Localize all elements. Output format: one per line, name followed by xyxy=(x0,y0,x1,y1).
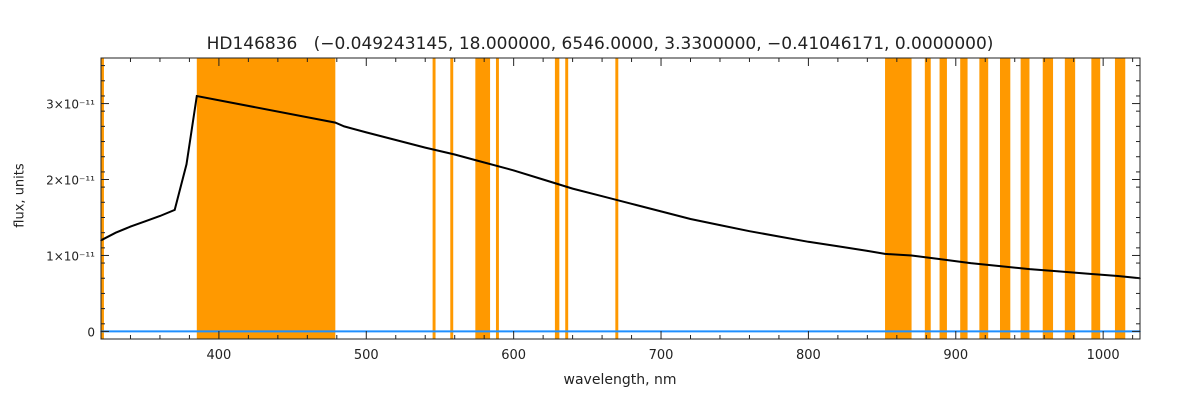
masked-regions xyxy=(101,58,1126,339)
masked-region-1 xyxy=(196,58,336,339)
data-point xyxy=(1058,270,1060,273)
series-layer xyxy=(100,94,1141,333)
masked-region-14 xyxy=(999,58,1011,339)
masked-region-12 xyxy=(960,58,968,339)
data-point xyxy=(424,146,427,149)
masked-region-10 xyxy=(924,58,931,339)
x-ticks: 400 500 600 700 800 900 1000 xyxy=(100,58,1134,363)
data-point xyxy=(689,218,692,220)
data-point xyxy=(884,253,886,255)
data-point xyxy=(144,220,146,223)
x-tick-label: 400 xyxy=(206,348,231,363)
masked-region-0 xyxy=(101,58,104,339)
masked-region-16 xyxy=(1042,58,1054,339)
masked-region-2 xyxy=(432,58,436,339)
data-point xyxy=(453,153,456,156)
data-point xyxy=(114,231,117,234)
data-point xyxy=(601,195,603,197)
masked-region-6 xyxy=(554,58,560,339)
data-point xyxy=(969,262,972,264)
masked-region-7 xyxy=(565,58,569,339)
x-tick-label: 600 xyxy=(501,348,526,363)
y-tick-label: 0 xyxy=(87,325,95,339)
data-point xyxy=(571,187,574,190)
data-point xyxy=(748,230,751,232)
data-point xyxy=(940,258,942,261)
data-point xyxy=(999,265,1001,267)
data-point xyxy=(542,178,544,181)
y-ticks: 0 1×10⁻¹¹ 2×10⁻¹¹ 3×10⁻¹¹ xyxy=(46,65,1140,340)
masked-region-4 xyxy=(475,58,491,339)
data-point xyxy=(778,235,780,238)
masked-region-3 xyxy=(450,58,454,339)
data-point xyxy=(476,159,478,162)
x-tick-label: 900 xyxy=(943,348,968,363)
data-point xyxy=(334,121,337,124)
data-point xyxy=(910,254,913,257)
x-tick-label: 800 xyxy=(796,348,821,363)
data-point xyxy=(660,210,662,213)
data-point xyxy=(159,215,161,217)
series-line-0 xyxy=(100,94,1141,280)
masked-region-15 xyxy=(1020,58,1030,339)
data-point xyxy=(1087,272,1090,275)
masked-region-18 xyxy=(1091,58,1101,339)
data-point xyxy=(630,203,633,205)
x-axis-label: wavelength, nm xyxy=(563,372,677,388)
data-point xyxy=(173,209,176,211)
data-point xyxy=(1028,268,1031,270)
y-tick-label: 2×10⁻¹¹ xyxy=(46,174,95,188)
data-point xyxy=(343,125,346,128)
data-point xyxy=(129,225,132,228)
masked-region-11 xyxy=(939,58,947,339)
masked-region-13 xyxy=(979,58,989,339)
masked-region-17 xyxy=(1064,58,1076,339)
data-point xyxy=(512,169,515,172)
data-point xyxy=(365,131,368,134)
x-tick-label: 1000 xyxy=(1087,348,1120,363)
data-point xyxy=(837,245,839,248)
data-point xyxy=(866,250,869,252)
y-tick-label: 3×10⁻¹¹ xyxy=(46,98,95,112)
data-point xyxy=(185,163,188,166)
masked-region-9 xyxy=(885,58,912,339)
data-point xyxy=(395,139,397,141)
x-tick-label: 500 xyxy=(354,348,379,363)
data-point xyxy=(807,241,810,243)
y-tick-label: 1×10⁻¹¹ xyxy=(46,249,95,263)
masked-region-8 xyxy=(615,58,619,339)
data-point xyxy=(196,95,198,97)
data-point xyxy=(1117,275,1119,277)
masked-region-19 xyxy=(1114,58,1126,339)
data-point xyxy=(719,224,721,226)
x-tick-label: 700 xyxy=(649,348,674,363)
chart-title: HD146836 (−0.049243145, 18.000000, 6546.… xyxy=(206,34,994,54)
plot-frame xyxy=(100,57,1141,340)
masked-region-5 xyxy=(495,58,499,339)
